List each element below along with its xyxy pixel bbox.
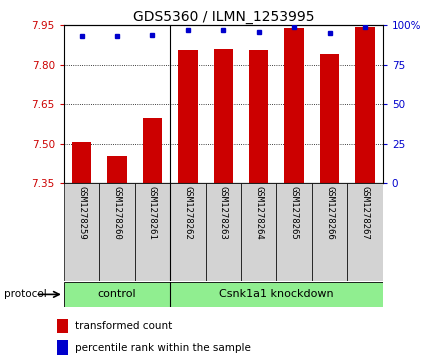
Bar xyxy=(284,28,304,183)
Text: GSM1278266: GSM1278266 xyxy=(325,186,334,240)
Bar xyxy=(135,183,170,281)
Bar xyxy=(347,183,383,281)
Title: GDS5360 / ILMN_1253995: GDS5360 / ILMN_1253995 xyxy=(132,11,314,24)
Text: transformed count: transformed count xyxy=(75,321,172,331)
Text: GSM1278265: GSM1278265 xyxy=(290,186,299,240)
Text: GSM1278261: GSM1278261 xyxy=(148,186,157,240)
Text: GSM1278264: GSM1278264 xyxy=(254,186,263,240)
Text: GSM1278263: GSM1278263 xyxy=(219,186,228,240)
Text: GSM1278260: GSM1278260 xyxy=(113,186,121,240)
Bar xyxy=(107,156,127,183)
Bar xyxy=(241,183,276,281)
Text: protocol: protocol xyxy=(4,289,47,299)
Bar xyxy=(143,118,162,183)
Text: Csnk1a1 knockdown: Csnk1a1 knockdown xyxy=(219,289,334,299)
Text: control: control xyxy=(98,289,136,299)
Text: GSM1278262: GSM1278262 xyxy=(183,186,192,240)
Bar xyxy=(320,54,339,183)
Bar xyxy=(57,319,68,333)
Bar xyxy=(72,142,91,183)
Text: GSM1278259: GSM1278259 xyxy=(77,186,86,240)
Text: percentile rank within the sample: percentile rank within the sample xyxy=(75,343,251,352)
Bar xyxy=(178,50,198,183)
Bar xyxy=(213,49,233,183)
Text: GSM1278267: GSM1278267 xyxy=(360,186,370,240)
Bar xyxy=(57,340,68,355)
Bar xyxy=(205,183,241,281)
Bar xyxy=(276,183,312,281)
Bar xyxy=(170,183,205,281)
Bar xyxy=(64,183,99,281)
Bar xyxy=(170,282,383,307)
Bar xyxy=(64,282,170,307)
Bar xyxy=(99,183,135,281)
Bar xyxy=(356,27,375,183)
Bar xyxy=(312,183,347,281)
Bar xyxy=(249,50,268,183)
